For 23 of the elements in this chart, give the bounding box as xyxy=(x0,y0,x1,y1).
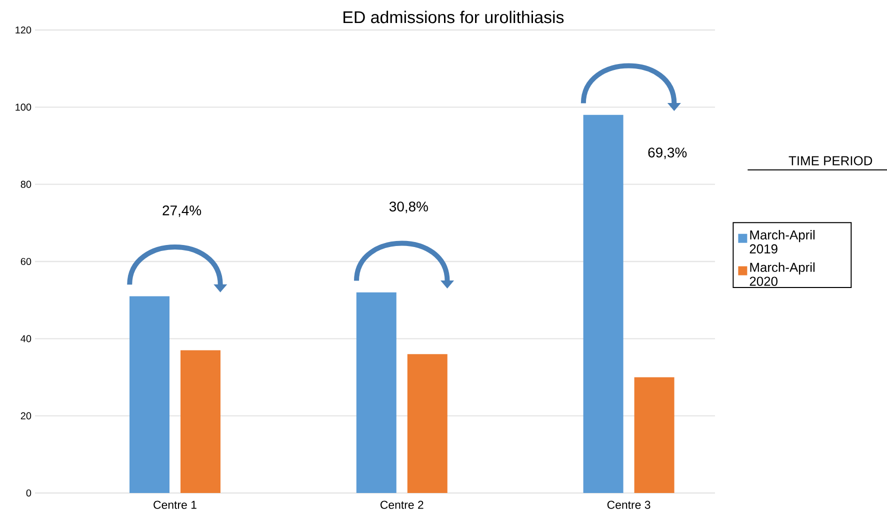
annotation: 27,4% xyxy=(162,205,202,217)
y-tick-label: 100 xyxy=(16,104,32,111)
y-tick-label: 80 xyxy=(20,180,32,188)
legend-label: March-April 2020 xyxy=(750,262,815,286)
legend-label: March-April 2019 xyxy=(750,230,815,254)
bar xyxy=(583,114,624,493)
bar xyxy=(129,296,170,493)
y-tick-label: 20 xyxy=(20,412,32,420)
bar xyxy=(634,377,674,493)
y-tick-label: 40 xyxy=(20,335,32,342)
y-tick-label: 0 xyxy=(26,489,32,497)
bar xyxy=(180,350,220,493)
annotation: 30,8% xyxy=(389,202,428,214)
y-tick-label: 120 xyxy=(16,26,32,34)
x-tick-label: Centre 1 xyxy=(154,500,196,509)
annotation: 69,3% xyxy=(648,148,687,160)
y-tick-label: 60 xyxy=(20,258,32,266)
bar xyxy=(407,354,448,493)
x-tick-label: Centre 3 xyxy=(607,500,650,509)
x-tick-label: Centre 2 xyxy=(380,500,424,509)
bar xyxy=(356,292,396,493)
legend-title: TIME PERIOD xyxy=(788,156,872,166)
chart-title: ED admissions for urolithiasis xyxy=(344,10,564,24)
